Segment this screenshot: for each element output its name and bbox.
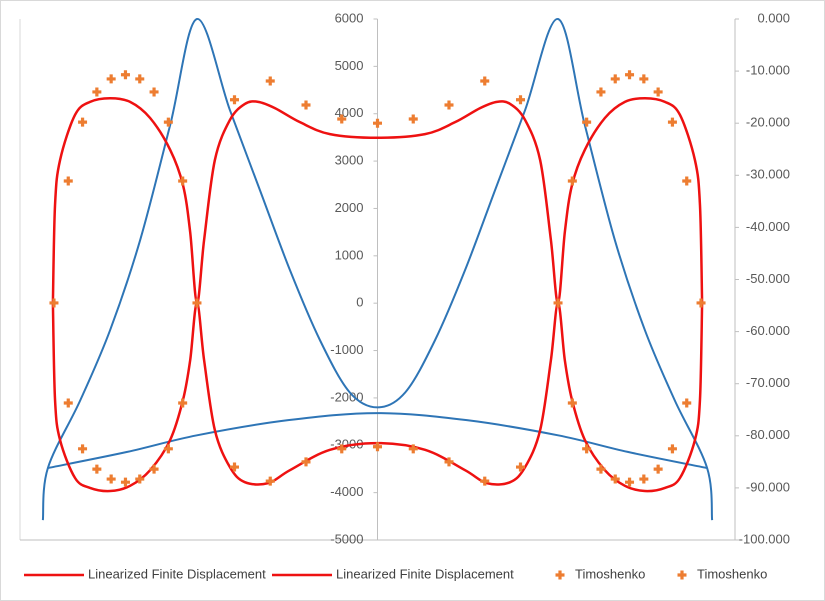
plus-marker [106,74,116,84]
y-tick-label: -4000 [330,484,363,499]
plus-marker [696,298,706,308]
y-tick-label: 1000 [335,247,364,262]
y-tick-label: 3000 [335,153,364,168]
plus-marker [135,474,145,484]
plus-marker [682,176,692,186]
y-tick-label: 0 [356,295,363,310]
plus-marker [265,76,275,86]
plus-marker [408,444,418,454]
plus-marker [444,457,454,467]
plus-marker [639,474,649,484]
plus-marker [230,95,239,105]
plus-marker [49,298,59,308]
plus-marker [301,100,311,110]
plus-marker [516,462,526,472]
plus-marker [553,298,563,308]
plus-marker [337,444,347,454]
plus-marker [163,444,173,454]
y2-tick-label: -30.000 [746,167,790,182]
y-tick-label: -2000 [330,389,363,404]
plus-marker [667,117,677,127]
plus-marker [408,114,418,124]
plus-marker [337,114,347,124]
plus-marker [163,117,173,127]
plus-marker [106,474,116,484]
plus-marker [582,444,592,454]
plus-marker [610,74,620,84]
legend-label: Timoshenko [697,566,767,581]
plus-marker [610,474,620,484]
plus-marker [653,464,663,474]
plus-marker [596,464,606,474]
legend-label: Linearized Finite Displacement [88,566,266,581]
plus-marker [78,117,88,127]
plus-marker [625,477,635,487]
plus-marker [373,118,382,128]
legend-swatch [555,570,565,580]
plus-marker [301,457,311,467]
y2-tick-label: -60.000 [746,323,790,338]
plus-marker [567,398,577,408]
plus-marker [265,476,275,486]
y2-tick-label: -10.000 [746,63,790,78]
plus-marker [92,87,102,97]
plus-marker [667,444,677,454]
y-tick-label: -1000 [330,342,363,357]
plus-marker [480,476,490,486]
plus-marker [78,444,88,454]
y-tick-label: 6000 [335,10,364,25]
plus-marker [653,87,663,97]
legend-label: Linearized Finite Displacement [336,566,514,581]
legend-swatch [677,570,687,580]
plus-marker [373,442,382,452]
plus-marker [63,176,73,186]
plus-marker [178,398,188,408]
plus-marker [682,398,692,408]
plus-marker [625,70,635,80]
plus-marker [480,76,490,86]
plus-marker [582,117,592,127]
y2-tick-label: -100.000 [739,531,790,546]
plus-marker [149,464,159,474]
plus-marker [192,298,202,308]
y2-tick-label: -20.000 [746,115,790,130]
series-line [51,96,704,305]
legend: Linearized Finite Displacement Linearized… [24,566,767,581]
plus-marker [120,477,130,487]
plus-marker [120,70,130,80]
plus-marker [567,176,577,186]
plus-marker [444,100,454,110]
legend-label: Timoshenko [575,566,645,581]
y2-tick-label: -80.000 [746,427,790,442]
series-line [47,412,708,469]
y2-tick-label: -70.000 [746,375,790,390]
y2-tick-label: -90.000 [746,479,790,494]
plus-marker [230,462,239,472]
y2-tick-label: -50.000 [746,271,790,286]
plus-marker [92,464,102,474]
series-line [41,18,714,521]
y-tick-label: 5000 [335,58,364,73]
y-tick-label: -5000 [330,531,363,546]
plus-marker [596,87,606,97]
plus-marker [149,87,159,97]
y2-tick-label: -40.000 [746,219,790,234]
y-tick-label: 2000 [335,200,364,215]
plus-marker [639,74,649,84]
y2-tick-label: 0.000 [757,10,790,25]
plus-marker [135,74,145,84]
plus-marker [63,398,73,408]
plus-marker [516,95,526,105]
plus-marker [178,176,188,186]
